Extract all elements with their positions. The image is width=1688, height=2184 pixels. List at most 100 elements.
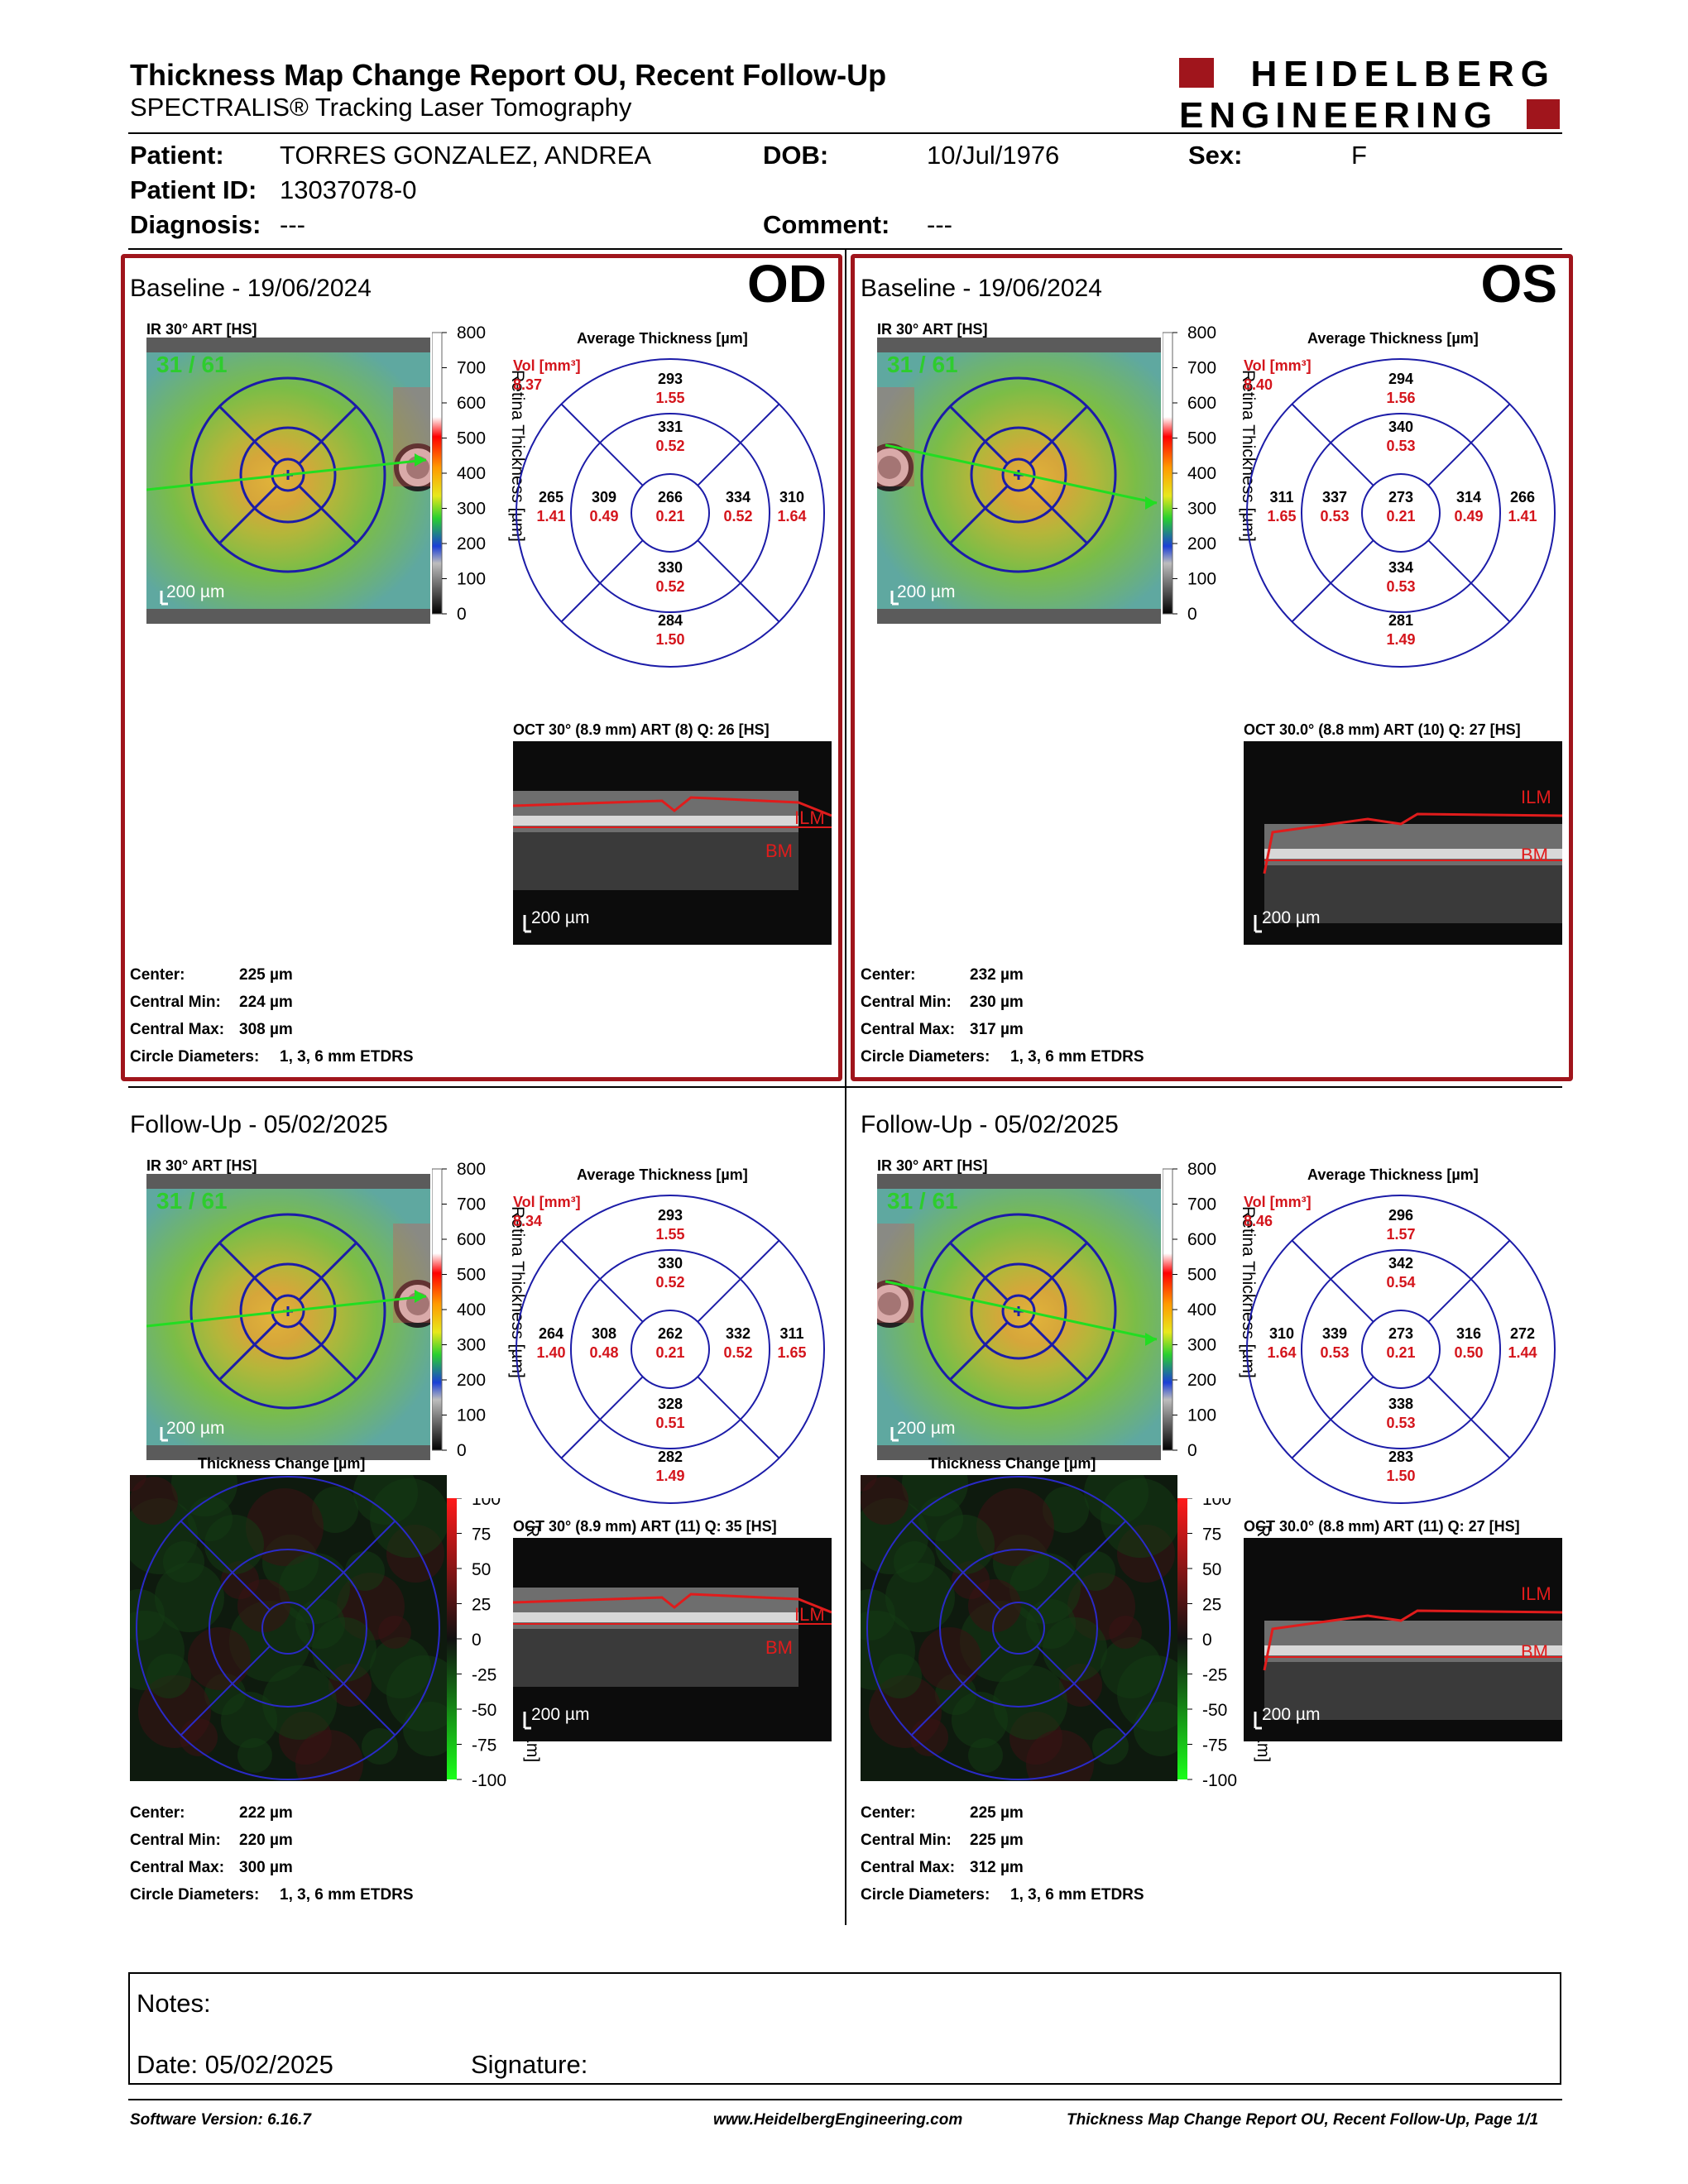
patient-name: TORRES GONZALEZ, ANDREA	[280, 141, 652, 170]
os-baseline-section-title: Baseline - 19/06/2024	[861, 275, 1102, 302]
sector-thickness-inner-left: 309	[591, 489, 617, 505]
os-followup-panel: Follow-Up - 05/02/2025 IR 30° ART [HS] 31 …	[861, 1086, 1572, 1913]
sector-volume-center: 0.21	[1386, 508, 1416, 524]
sector-volume-inner-left: 0.49	[589, 508, 619, 524]
sector-thickness-outer-bottom: 283	[1388, 1449, 1414, 1465]
os-baseline-oct-bscan[interactable]: ILM BM 200 µm	[1244, 741, 1562, 945]
notes-box[interactable]: Notes: Date: 05/02/2025 Signature:	[128, 1972, 1561, 2085]
sector-thickness-outer-right: 311	[779, 1325, 804, 1342]
sector-volume-inner-top: 0.53	[1386, 438, 1416, 454]
sector-thickness-center: 262	[657, 1325, 683, 1342]
sector-volume-outer-top: 1.57	[1386, 1226, 1416, 1243]
sector-volume-outer-bottom: 1.49	[1386, 631, 1416, 648]
sector-volume-center: 0.21	[655, 1344, 685, 1361]
sector-volume-inner-top: 0.52	[655, 1274, 685, 1291]
stat-circle-value: 1, 3, 6 mm ETDRS	[280, 1048, 414, 1066]
sector-thickness-inner-right: 332	[725, 1325, 751, 1342]
change-tick-label: 0	[472, 1631, 482, 1650]
os-followup-thickness-change-map[interactable]	[861, 1475, 1177, 1781]
change-tick-label: -75	[1202, 1736, 1227, 1755]
stat-min-label: Central Min:	[130, 994, 221, 1011]
sector-volume-outer-right: 1.44	[1508, 1344, 1537, 1361]
od-baseline-vol-label: Vol [mm³]	[513, 357, 581, 374]
stat-center-value: 225 µm	[970, 1804, 1024, 1822]
sector-volume-outer-left: 1.40	[536, 1344, 566, 1361]
sector-thickness-inner-top: 340	[1388, 419, 1414, 435]
sector-volume-center: 0.21	[655, 508, 685, 524]
od-baseline-eye-label: OD	[747, 254, 827, 314]
info-rule	[128, 248, 1562, 250]
os-followup-change-title: Thickness Change [µm]	[928, 1455, 1096, 1472]
report-title: Thickness Map Change Report OU, Recent F…	[130, 58, 887, 92]
sector-thickness-inner-top: 330	[657, 1255, 683, 1272]
ilm-label: ILM	[794, 1604, 825, 1625]
sector-thickness-outer-left: 310	[1268, 1325, 1295, 1342]
website-link[interactable]: www.HeidelbergEngineering.com	[713, 2111, 963, 2129]
os-followup-ir-label: IR 30° ART [HS]	[877, 1157, 988, 1174]
stat-max-label: Central Max:	[861, 1021, 956, 1038]
stat-max-value: 308 µm	[239, 1021, 293, 1038]
od-followup-ir-scale: 200 µm	[166, 1419, 224, 1438]
signature-label: Signature:	[471, 2050, 588, 2079]
ilm-label: ILM	[1521, 1583, 1551, 1604]
os-baseline-avg-title: Average Thickness [µm]	[1307, 330, 1479, 347]
os-baseline-vol-label: Vol [mm³]	[1244, 357, 1312, 374]
sector-volume-outer-bottom: 1.49	[655, 1468, 685, 1484]
os-baseline-ir-label: IR 30° ART [HS]	[877, 321, 988, 338]
sector-thickness-inner-left: 337	[1321, 489, 1348, 505]
od-baseline-oct-label: OCT 30° (8.9 mm) ART (8) Q: 26 [HS]	[513, 721, 770, 738]
od-baseline-ir-thickness-map[interactable]: 31 / 61 200 µm	[146, 338, 430, 624]
patient-id-value: 13037078-0	[280, 175, 417, 204]
stat-min-label: Central Min:	[861, 1832, 952, 1849]
colorbar-tick-label: 600	[457, 1230, 486, 1249]
sector-volume-outer-left: 1.64	[1267, 1344, 1297, 1361]
od-followup-thickness-change-map[interactable]	[130, 1475, 447, 1781]
od-baseline-panel: Baseline - 19/06/2024 OD IR 30° ART [HS] 31…	[130, 250, 842, 1077]
sector-volume-inner-left: 0.53	[1320, 1344, 1350, 1361]
sector-thickness-inner-left: 339	[1321, 1325, 1348, 1342]
stat-max-label: Central Max:	[130, 1021, 225, 1038]
bm-label: BM	[1521, 1641, 1548, 1662]
od-followup-ir-thickness-map[interactable]: 31 / 61 200 µm	[146, 1174, 430, 1460]
change-tick-label: 75	[1202, 1525, 1221, 1545]
os-followup-vol-value: 8.46	[1244, 1213, 1273, 1229]
colorbar-tick-label: 500	[1187, 1266, 1216, 1285]
change-tick-label: -50	[1202, 1701, 1227, 1720]
stat-min-label: Central Min:	[130, 1832, 221, 1849]
dob-value: 10/Jul/1976	[927, 141, 1060, 170]
sector-thickness-inner-right: 316	[1455, 1325, 1482, 1342]
sector-thickness-center: 273	[1388, 489, 1414, 505]
od-followup-change-title: Thickness Change [µm]	[198, 1455, 366, 1472]
sector-volume-inner-bottom: 0.53	[1386, 1415, 1416, 1431]
os-baseline-etdrs-grid	[1246, 358, 1556, 668]
report-subtitle: SPECTRALIS® Tracking Laser Tomography	[130, 93, 632, 122]
od-followup-scan-index: 31 / 61	[156, 1188, 228, 1214]
stat-center-value: 222 µm	[239, 1804, 293, 1822]
sector-thickness-outer-right: 272	[1509, 1325, 1536, 1342]
sector-volume-inner-left: 0.53	[1320, 508, 1350, 524]
os-baseline-thickness-colorbar: 800 700 600 500 400 300 200 100 0	[1163, 324, 1216, 622]
os-followup-oct-bscan[interactable]: ILM BM 200 µm	[1244, 1538, 1562, 1741]
colorbar-tick-label: 300	[457, 1336, 486, 1355]
sector-thickness-outer-bottom: 281	[1388, 612, 1414, 629]
colorbar-tick-label: 100	[457, 570, 486, 589]
logo-line2: ENGINEERING	[1179, 95, 1498, 132]
sector-volume-inner-right: 0.49	[1454, 508, 1484, 524]
sector-volume-inner-top: 0.52	[655, 438, 685, 454]
sector-thickness-center: 266	[657, 489, 683, 505]
sex-label: Sex:	[1188, 141, 1243, 170]
colorbar-tick-label: 600	[1187, 394, 1216, 413]
os-baseline-scan-index: 31 / 61	[887, 352, 958, 377]
change-tick-label: 25	[1202, 1596, 1221, 1615]
change-tick-label: 100	[1202, 1498, 1231, 1509]
colorbar-tick-label: 300	[1187, 1336, 1216, 1355]
od-followup-section-title: Follow-Up - 05/02/2025	[130, 1111, 388, 1138]
os-followup-ir-thickness-map[interactable]: 31 / 61 200 µm	[877, 1174, 1161, 1460]
sector-thickness-outer-top: 294	[1388, 371, 1414, 387]
sector-thickness-inner-bottom: 338	[1388, 1396, 1414, 1412]
os-baseline-ir-thickness-map[interactable]: 31 / 61 200 µm	[877, 338, 1161, 624]
sector-thickness-outer-right: 266	[1509, 489, 1536, 505]
page-number: Thickness Map Change Report OU, Recent F…	[1067, 2111, 1539, 2129]
